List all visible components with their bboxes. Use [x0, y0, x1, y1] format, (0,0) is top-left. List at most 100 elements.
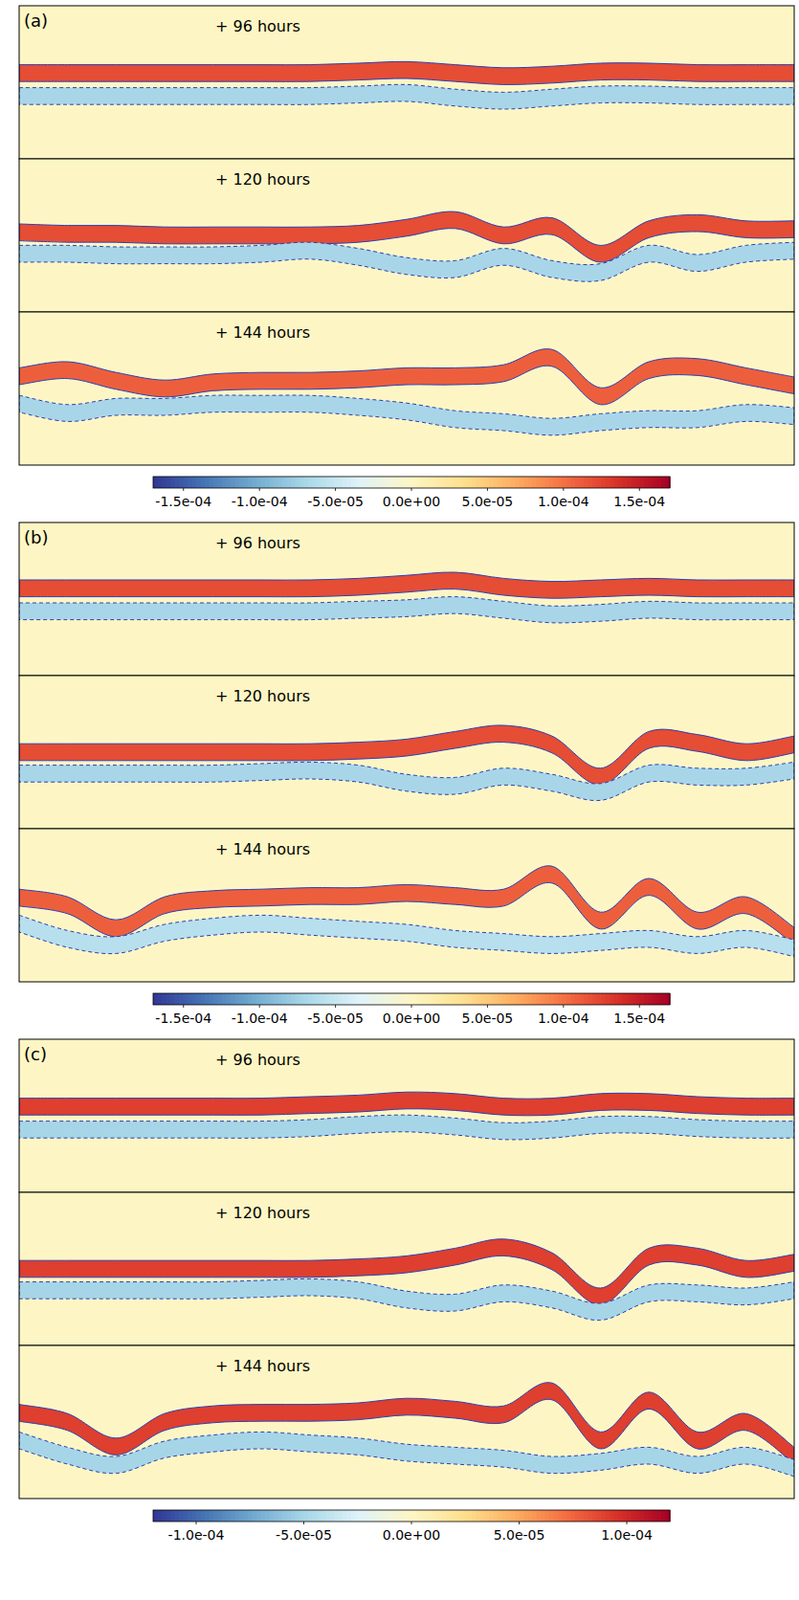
colorbar-cell: [420, 476, 425, 489]
colorbar-cell: [657, 1509, 663, 1522]
colorbar-cell: [579, 476, 585, 489]
colorbar-tick: [639, 488, 641, 491]
colorbar-cell: [295, 1509, 301, 1522]
colorbar-cell: [333, 993, 339, 1005]
colorbar-cell: [399, 1509, 404, 1522]
colorbar-cell: [497, 993, 503, 1005]
colorbar-cell: [192, 476, 198, 489]
panel-letter: (a): [23, 10, 48, 31]
panel-frame: [19, 522, 795, 676]
colorbar-cell: [347, 1509, 353, 1522]
colorbar-cell: [480, 476, 486, 489]
colorbar-cell: [442, 476, 447, 489]
colorbar-cell: [488, 1509, 494, 1522]
colorbar-cell: [364, 993, 370, 1005]
colorbar-cell: [351, 993, 356, 1005]
colorbar-cell: [433, 1509, 439, 1522]
colorbar-cell: [557, 993, 563, 1005]
colorbar-cell: [192, 993, 198, 1005]
vorticity-band: [19, 395, 795, 436]
colorbar-cell: [385, 476, 391, 489]
colorbar-cell: [532, 1509, 537, 1522]
colorbar-cell: [643, 1509, 649, 1522]
colorbar-cell: [480, 1509, 486, 1522]
colorbar-cell: [540, 476, 546, 489]
colorbar-cell: [347, 476, 353, 489]
colorbar-cell: [166, 476, 172, 489]
colorbar-cell: [459, 476, 465, 489]
panel-background: [19, 828, 795, 982]
colorbar-cell: [554, 1509, 559, 1522]
colorbar-cell: [316, 476, 322, 489]
colorbar-cell: [308, 1509, 313, 1522]
colorbar-tick: [334, 1004, 336, 1008]
panel-background: [19, 675, 795, 829]
colorbar-cell: [244, 1509, 249, 1522]
colorbar-cell: [355, 1509, 361, 1522]
colorbar-tick-label: -1.5e-04: [155, 1010, 212, 1026]
colorbar-cell: [523, 993, 529, 1005]
vorticity-band: [19, 349, 795, 405]
panel-background: [19, 1345, 795, 1499]
vorticity-band: [19, 1431, 795, 1476]
colorbar-cell: [493, 476, 499, 489]
colorbar-cell: [178, 993, 184, 1005]
colorbar-cell: [252, 1509, 258, 1522]
field: [19, 865, 795, 957]
colorbar-cell: [407, 993, 413, 1005]
colorbar-cell: [424, 993, 430, 1005]
colorbar-cell: [445, 993, 451, 1005]
colorbar-cell: [394, 1509, 400, 1522]
colorbar-cell: [166, 993, 172, 1005]
colorbar-cell: [355, 993, 361, 1005]
colorbar-cell: [342, 1509, 348, 1522]
colorbar-cell: [230, 476, 236, 489]
colorbar-cell: [566, 476, 572, 489]
colorbar-cell: [256, 993, 262, 1005]
colorbar-cell: [605, 993, 611, 1005]
colorbar-cell: [333, 1509, 339, 1522]
colorbar-cell: [304, 993, 310, 1005]
colorbar-cell: [540, 993, 546, 1005]
colorbar-tick: [518, 1521, 520, 1525]
colorbar-cell: [445, 476, 451, 489]
colorbar-cell: [445, 1509, 451, 1522]
colorbar-cell: [545, 993, 551, 1005]
colorbar-cell: [648, 1509, 654, 1522]
colorbar: [153, 1509, 671, 1522]
colorbar-cell: [562, 1509, 568, 1522]
colorbar-tick: [182, 1004, 184, 1008]
colorbar-cell: [330, 993, 335, 1005]
colorbar-cell: [230, 993, 236, 1005]
colorbar-cell: [161, 1509, 167, 1522]
colorbar-cell: [218, 993, 223, 1005]
colorbar-cell: [351, 476, 356, 489]
colorbar-cell: [312, 1509, 318, 1522]
colorbar-cell: [402, 993, 408, 1005]
colorbar-cell: [485, 993, 490, 1005]
colorbar-cell: [428, 476, 434, 489]
colorbar-cell: [368, 476, 374, 489]
colorbar-cell: [575, 1509, 580, 1522]
colorbar-cell: [411, 476, 417, 489]
colorbar-cell: [239, 993, 245, 1005]
colorbar-cell: [428, 993, 434, 1005]
colorbar-cell: [377, 476, 382, 489]
colorbar-cell: [287, 1509, 292, 1522]
colorbar-cell: [416, 1509, 422, 1522]
colorbar-cell: [153, 1509, 158, 1522]
colorbar-cell: [218, 1509, 223, 1522]
colorbar-cell: [221, 993, 227, 1005]
colorbar-cell: [571, 1509, 577, 1522]
colorbar-cell: [506, 993, 511, 1005]
vorticity-band: [19, 84, 795, 110]
colorbar-cell: [170, 476, 176, 489]
colorbar-tick-label: -1.0e-04: [231, 493, 289, 510]
colorbar-cell: [325, 993, 331, 1005]
colorbar-cell: [290, 476, 296, 489]
colorbar-cell: [557, 1509, 563, 1522]
colorbar-cell: [583, 476, 589, 489]
colorbar-cell: [657, 993, 663, 1005]
panel-frame: [19, 311, 795, 466]
colorbar-cell: [239, 476, 245, 489]
